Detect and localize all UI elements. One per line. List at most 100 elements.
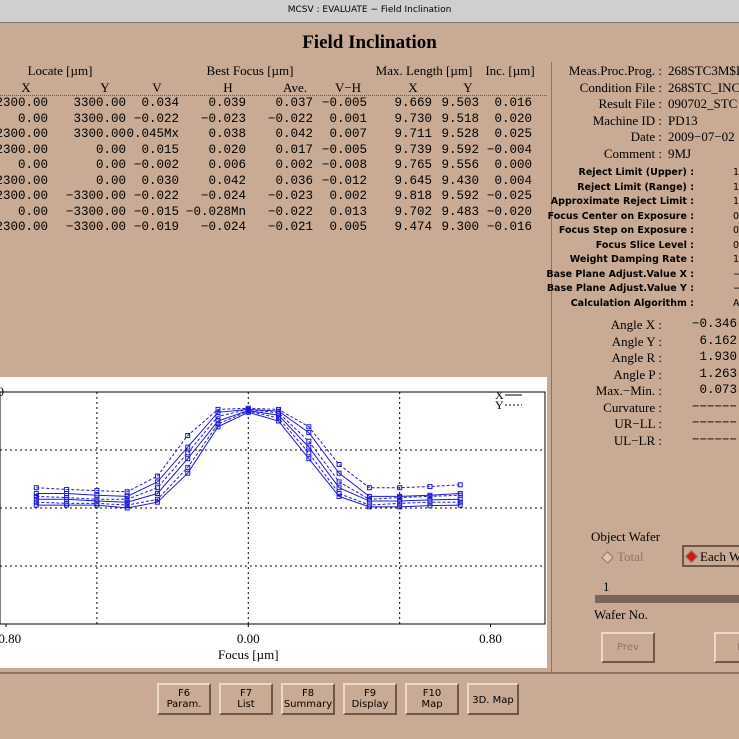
data-point bbox=[306, 450, 312, 456]
function-key-key[interactable]: F10 bbox=[422, 688, 442, 699]
function-key-key[interactable]: F8 bbox=[301, 688, 315, 699]
data-point bbox=[336, 470, 342, 476]
x-axis-title: Focus [µm] bbox=[218, 647, 279, 662]
table-cell: 9.430 bbox=[441, 173, 479, 188]
data-point bbox=[215, 406, 221, 412]
data-point bbox=[124, 493, 130, 499]
table-cell: 0.00 bbox=[17, 158, 48, 172]
parameter-label: Focus Step on Exposure : bbox=[558, 225, 694, 236]
angle-value: 0.073 bbox=[699, 383, 737, 397]
radio-total[interactable] bbox=[601, 551, 614, 564]
angle-value: 1.263 bbox=[699, 366, 737, 381]
parameter-value: 1 bbox=[733, 181, 739, 193]
function-key[interactable]: 3D. Map bbox=[467, 683, 519, 715]
parameter-value: 1 bbox=[733, 196, 739, 207]
data-point bbox=[427, 484, 433, 490]
table-cell: −0.012 bbox=[321, 173, 367, 188]
table-cell: 0.013 bbox=[329, 204, 367, 219]
table-cell: −0.015 bbox=[133, 204, 179, 219]
data-point bbox=[457, 492, 463, 498]
function-key-label[interactable]: List bbox=[237, 699, 255, 710]
data-point bbox=[276, 406, 282, 412]
data-point bbox=[336, 462, 342, 467]
slider-label: Wafer No. bbox=[594, 607, 648, 622]
function-key-key[interactable]: F9 bbox=[363, 688, 377, 699]
table-cell: 3300.00 bbox=[73, 127, 126, 141]
info-label: Result File : bbox=[598, 96, 662, 111]
table-cell: 9.518 bbox=[441, 111, 479, 126]
group-header: Best Focus [µm] bbox=[206, 63, 294, 78]
table-cell: 0.039 bbox=[208, 96, 246, 110]
option-total[interactable]: Total bbox=[617, 549, 644, 564]
data-point bbox=[366, 485, 372, 491]
table-cell: 9.739 bbox=[394, 142, 432, 157]
data-point bbox=[185, 470, 191, 476]
table-cell: 0.001 bbox=[329, 111, 367, 126]
function-key[interactable]: F10 Map bbox=[405, 683, 459, 715]
parameter-value: 0 bbox=[733, 210, 739, 222]
right-separator bbox=[551, 62, 552, 673]
chart: −0.80 0.00 0.80 0 Focus [µm] XY bbox=[0, 384, 546, 662]
parameter-value: 0 bbox=[733, 239, 739, 251]
table-cell: 0.00 bbox=[95, 158, 126, 172]
data-point bbox=[366, 496, 372, 502]
nav-button[interactable]: Prev bbox=[601, 632, 655, 663]
data-point bbox=[276, 415, 282, 421]
function-key[interactable]: F8 Summary bbox=[281, 683, 335, 715]
function-key[interactable]: F9 Display bbox=[343, 683, 397, 715]
function-key-label[interactable]: Summary bbox=[283, 699, 333, 710]
table-cell: −0.025 bbox=[486, 189, 532, 203]
data-point bbox=[33, 499, 39, 505]
table-cell: −0.021 bbox=[267, 220, 313, 234]
group-header: Locate [µm] bbox=[27, 63, 93, 78]
table-cell: 0.042 bbox=[275, 127, 313, 141]
column-header: H bbox=[223, 80, 233, 95]
function-key-key[interactable]: F6 bbox=[177, 688, 191, 699]
angle-label: Angle Y : bbox=[611, 333, 662, 349]
data-point bbox=[154, 485, 160, 491]
window-title: MCSV : EVALUATE − Field Inclination bbox=[287, 5, 452, 15]
function-key-label[interactable]: 3D. Map bbox=[472, 695, 514, 706]
x-tick-label: −0.80 bbox=[0, 631, 21, 646]
table-cell: 9.669 bbox=[394, 96, 432, 110]
data-point bbox=[33, 491, 39, 496]
data-point bbox=[306, 430, 312, 436]
plot-area bbox=[0, 391, 546, 625]
data-point bbox=[366, 493, 372, 499]
table-cell: −0.023 bbox=[267, 189, 313, 203]
table-cell: 0.016 bbox=[494, 96, 532, 110]
angle-value: 6.162 bbox=[699, 333, 737, 348]
table-cell: 0.020 bbox=[494, 111, 532, 126]
table-cell: 2300.00 bbox=[0, 173, 48, 188]
data-point bbox=[306, 456, 312, 462]
function-key-label[interactable]: Map bbox=[421, 699, 443, 710]
data-point bbox=[185, 433, 191, 438]
angle-label: UL−LR : bbox=[613, 432, 662, 448]
legend-label: Y bbox=[495, 398, 504, 412]
page-title: Field Inclination bbox=[302, 32, 437, 53]
data-point bbox=[366, 502, 372, 508]
slider-track[interactable] bbox=[595, 595, 739, 603]
info-label: Condition File : bbox=[579, 79, 662, 95]
data-point bbox=[457, 502, 463, 508]
data-point bbox=[457, 499, 463, 505]
function-key-label[interactable]: Param. bbox=[166, 699, 202, 710]
column-header: Ave. bbox=[283, 80, 307, 95]
table-cell: −0.004 bbox=[486, 142, 532, 157]
function-key[interactable]: F7 List bbox=[219, 683, 273, 715]
info-value: 090702_STC bbox=[668, 96, 738, 111]
table-cell: 0.042 bbox=[208, 173, 246, 188]
data-point bbox=[336, 493, 342, 499]
nav-button[interactable]: N bbox=[714, 632, 739, 663]
table-cell: 9.730 bbox=[394, 111, 432, 126]
table-cell: −0.005 bbox=[321, 96, 367, 110]
each-wafer-box[interactable] bbox=[682, 545, 739, 567]
table-cell: 9.702 bbox=[394, 204, 432, 219]
function-key-key[interactable]: F7 bbox=[239, 688, 253, 699]
function-key[interactable]: F6 Param. bbox=[157, 683, 211, 715]
group-header: Max. Length [µm] bbox=[375, 63, 473, 78]
option-each[interactable]: Each W bbox=[700, 549, 739, 564]
function-key-label[interactable]: Display bbox=[351, 699, 389, 710]
table-cell: −0.024 bbox=[200, 220, 246, 234]
table-cell: 9.483 bbox=[441, 204, 479, 219]
